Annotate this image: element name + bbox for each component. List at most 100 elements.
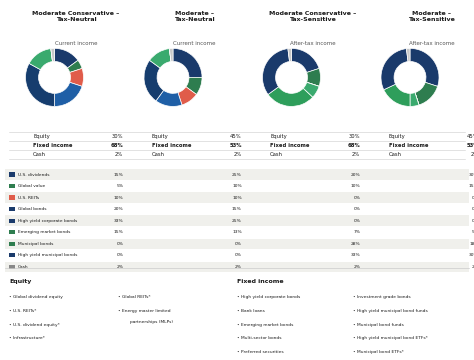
- Text: • High yield municipal bond funds: • High yield municipal bond funds: [353, 309, 428, 313]
- Text: 15%: 15%: [113, 172, 123, 177]
- Text: 10%: 10%: [232, 195, 242, 200]
- Text: 25%: 25%: [232, 219, 242, 223]
- Text: Moderate –
Tax-Sensitive: Moderate – Tax-Sensitive: [408, 11, 455, 22]
- Wedge shape: [307, 82, 319, 86]
- Text: 2%: 2%: [353, 265, 360, 269]
- Bar: [9, 195, 15, 200]
- FancyBboxPatch shape: [5, 216, 469, 226]
- Text: After-tax income: After-tax income: [409, 41, 454, 46]
- FancyBboxPatch shape: [5, 193, 469, 203]
- Text: 0%: 0%: [472, 207, 474, 211]
- Text: 30%: 30%: [349, 134, 360, 139]
- Text: • Bank loans: • Bank loans: [237, 309, 265, 313]
- Wedge shape: [156, 90, 182, 107]
- Text: Current income: Current income: [173, 41, 216, 46]
- Wedge shape: [415, 93, 419, 105]
- Text: Cash: Cash: [33, 152, 46, 157]
- Text: 10%: 10%: [351, 184, 360, 188]
- Bar: [9, 184, 15, 188]
- Text: Municipal bonds: Municipal bonds: [18, 242, 54, 246]
- Text: Equity: Equity: [152, 134, 168, 139]
- Wedge shape: [178, 87, 197, 105]
- Text: 0%: 0%: [353, 219, 360, 223]
- Bar: [9, 253, 15, 257]
- Bar: [9, 172, 15, 177]
- Text: 2%: 2%: [352, 152, 360, 157]
- Text: 0%: 0%: [235, 242, 242, 246]
- Text: 0%: 0%: [235, 253, 242, 257]
- Text: 68%: 68%: [110, 143, 123, 148]
- Text: Emerging market bonds: Emerging market bonds: [18, 230, 70, 234]
- Text: Moderate Conservative –
Tax-Neutral: Moderate Conservative – Tax-Neutral: [32, 11, 119, 22]
- Bar: [9, 265, 15, 269]
- Text: Cash: Cash: [270, 152, 283, 157]
- Text: 2%: 2%: [115, 152, 123, 157]
- Text: 0%: 0%: [116, 253, 123, 257]
- Wedge shape: [173, 48, 202, 77]
- Wedge shape: [29, 49, 53, 70]
- Text: • Investment grade bonds: • Investment grade bonds: [353, 295, 411, 299]
- Bar: [9, 230, 15, 234]
- Text: Fixed income: Fixed income: [237, 279, 283, 284]
- Wedge shape: [384, 84, 410, 107]
- FancyBboxPatch shape: [5, 262, 469, 272]
- Text: Equity: Equity: [33, 134, 50, 139]
- Text: Equity: Equity: [270, 134, 287, 139]
- Text: 15%: 15%: [232, 207, 242, 211]
- Text: 0%: 0%: [353, 207, 360, 211]
- Wedge shape: [186, 77, 202, 94]
- Text: Equity: Equity: [389, 134, 405, 139]
- Text: Moderate Conservative –
Tax-Sensitive: Moderate Conservative – Tax-Sensitive: [269, 11, 356, 22]
- Wedge shape: [268, 87, 313, 107]
- Text: • Municipal bond funds: • Municipal bond funds: [353, 323, 404, 327]
- Text: 25%: 25%: [232, 172, 242, 177]
- Text: Global value: Global value: [18, 184, 45, 188]
- Text: • Municipal bond ETFs*: • Municipal bond ETFs*: [353, 350, 404, 354]
- Wedge shape: [51, 49, 53, 62]
- Text: 2%: 2%: [235, 265, 242, 269]
- Text: 45%: 45%: [230, 134, 242, 139]
- Wedge shape: [292, 48, 319, 72]
- Wedge shape: [51, 48, 55, 62]
- Text: Cash: Cash: [18, 265, 28, 269]
- Text: partnerships (MLPs): partnerships (MLPs): [130, 320, 173, 324]
- Wedge shape: [169, 48, 173, 62]
- Text: 20%: 20%: [114, 207, 123, 211]
- Text: 18%: 18%: [469, 242, 474, 246]
- Text: 15%: 15%: [113, 230, 123, 234]
- Text: 0%: 0%: [353, 195, 360, 200]
- FancyBboxPatch shape: [5, 170, 469, 180]
- Wedge shape: [26, 63, 55, 107]
- Text: 33%: 33%: [114, 219, 123, 223]
- Wedge shape: [406, 48, 410, 62]
- Text: 33%: 33%: [351, 253, 360, 257]
- Text: • U.S. dividend equity*: • U.S. dividend equity*: [9, 323, 60, 327]
- Text: U.S. REITs: U.S. REITs: [18, 195, 39, 200]
- Text: • High yield corporate bonds: • High yield corporate bonds: [237, 295, 300, 299]
- Bar: [9, 219, 15, 223]
- Wedge shape: [307, 68, 320, 86]
- Text: 0%: 0%: [472, 195, 474, 200]
- Text: 13%: 13%: [232, 230, 242, 234]
- Text: High yield corporate bonds: High yield corporate bonds: [18, 219, 77, 223]
- Text: 53%: 53%: [466, 143, 474, 148]
- Text: 10%: 10%: [232, 184, 242, 188]
- Wedge shape: [410, 93, 419, 107]
- Text: 2%: 2%: [234, 152, 242, 157]
- Text: After-tax income: After-tax income: [290, 41, 336, 46]
- Text: 5%: 5%: [116, 184, 123, 188]
- Text: U.S. dividends: U.S. dividends: [18, 172, 49, 177]
- Wedge shape: [307, 82, 319, 86]
- Text: 30%: 30%: [469, 172, 474, 177]
- Text: • U.S. REITs*: • U.S. REITs*: [9, 309, 37, 313]
- Bar: [9, 242, 15, 246]
- Text: Current income: Current income: [55, 41, 97, 46]
- Text: 53%: 53%: [229, 143, 242, 148]
- Text: 0%: 0%: [116, 242, 123, 246]
- Wedge shape: [415, 93, 419, 105]
- Text: 10%: 10%: [114, 195, 123, 200]
- Text: High yield municipal bonds: High yield municipal bonds: [18, 253, 77, 257]
- Text: 2%: 2%: [471, 152, 474, 157]
- Wedge shape: [263, 49, 290, 94]
- Text: Moderate –
Tax-Neutral: Moderate – Tax-Neutral: [174, 11, 215, 22]
